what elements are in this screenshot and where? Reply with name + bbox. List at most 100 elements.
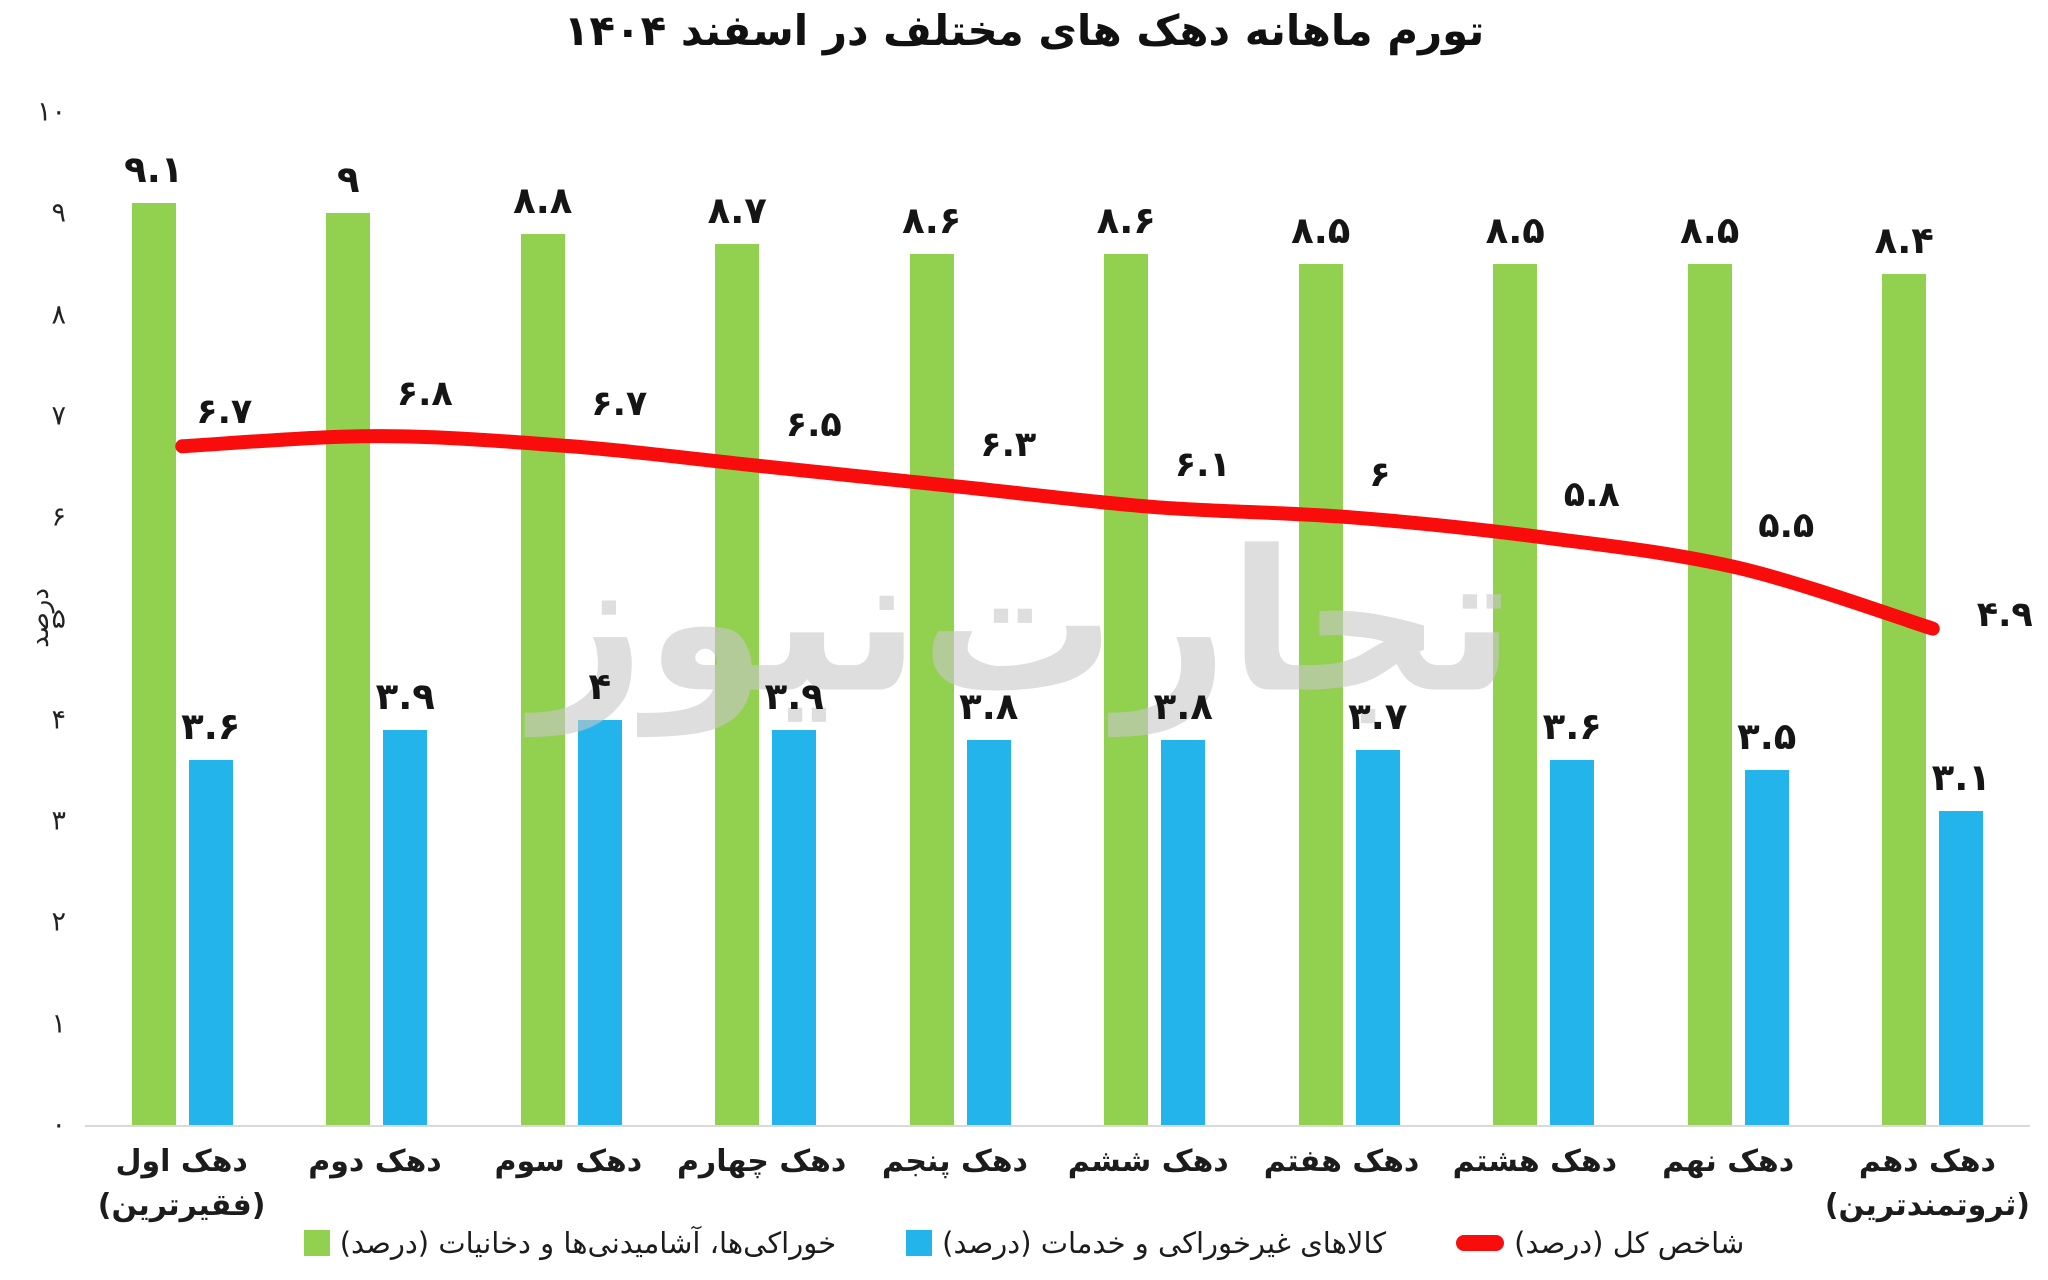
y-tick: ۴ bbox=[51, 704, 66, 736]
x-category-label: دهک دوم bbox=[278, 1142, 471, 1226]
food-bar: ۸.۷ bbox=[708, 189, 767, 1125]
legend-square-marker bbox=[303, 1230, 330, 1256]
bar-group: ۸.۵ ۳.۵ bbox=[1641, 112, 1836, 1125]
y-tick: ۱ bbox=[51, 1008, 66, 1040]
bar-value-label: ۸.۶ bbox=[1096, 198, 1156, 242]
food-bar: ۸.۴ bbox=[1875, 219, 1934, 1125]
food-bar: ۹ bbox=[326, 158, 371, 1125]
x-category-label: دهک هشتم bbox=[1438, 1142, 1631, 1226]
x-category-label: دهک پنجم bbox=[858, 1142, 1051, 1226]
x-category-label: دهک هفتم bbox=[1245, 1142, 1438, 1226]
y-tick: ۲ bbox=[51, 906, 66, 938]
total-index-line bbox=[175, 429, 1940, 636]
line-value-label: ۶.۷ bbox=[591, 384, 648, 425]
bar-value-label: ۳.۹ bbox=[764, 674, 824, 718]
x-category-label: دهک دهم (ثروتمندترین) bbox=[1825, 1142, 2030, 1226]
bar-value-label: ۳.۸ bbox=[959, 685, 1019, 729]
bar-value-label: ۳.۶ bbox=[1542, 705, 1602, 749]
bar-value-label: ۴ bbox=[588, 664, 612, 708]
bar-value-label: ۸.۵ bbox=[1291, 208, 1351, 252]
x-category-sub: (فقیرترین) bbox=[97, 1188, 266, 1223]
x-category-label: دهک اول (فقیرترین) bbox=[85, 1142, 278, 1226]
x-category-label: دهک چهارم bbox=[665, 1142, 858, 1226]
nonfood-bar: ۳.۶ bbox=[181, 705, 240, 1125]
x-category-sub: (ثروتمندترین) bbox=[1824, 1188, 2030, 1223]
x-category-label: دهک سوم bbox=[472, 1142, 665, 1226]
bar-group: ۸.۶ ۳.۸ bbox=[863, 112, 1058, 1125]
y-tick: ۳ bbox=[51, 805, 66, 837]
chart-title: تورم ماهانه دهک های مختلف در اسفند ۱۴۰۴ bbox=[563, 6, 1485, 55]
bar-value-label: ۳.۸ bbox=[1153, 685, 1213, 729]
x-category-main: دهک ششم bbox=[1067, 1144, 1229, 1179]
legend-label: کالاهای غیرخوراکی و خدمات (درصد) bbox=[942, 1226, 1387, 1260]
bar-value-label: ۳.۵ bbox=[1737, 715, 1797, 759]
line-value-label: ۵.۸ bbox=[1563, 475, 1620, 516]
legend-item: کالاهای غیرخوراکی و خدمات (درصد) bbox=[906, 1226, 1386, 1260]
bar-value-label: ۸.۵ bbox=[1680, 208, 1740, 252]
legend-label: شاخص کل (درصد) bbox=[1514, 1226, 1745, 1260]
food-bar: ۸.۵ bbox=[1291, 209, 1350, 1125]
x-category-main: دهک سوم bbox=[494, 1144, 643, 1179]
food-bar: ۹.۱ bbox=[124, 148, 183, 1125]
x-category-main: دهک هشتم bbox=[1452, 1144, 1618, 1179]
bar-value-label: ۸.۸ bbox=[513, 178, 573, 222]
bar-value-label: ۹.۱ bbox=[124, 148, 184, 192]
x-category-label: دهک ششم bbox=[1052, 1142, 1245, 1226]
line-value-label: ۶ bbox=[1369, 455, 1391, 496]
nonfood-bar: ۳.۸ bbox=[959, 685, 1018, 1125]
bar-group: ۸.۶ ۳.۸ bbox=[1058, 112, 1253, 1125]
nonfood-bar: ۳.۷ bbox=[1348, 695, 1407, 1125]
bar-group: ۹ ۳.۹ bbox=[280, 112, 475, 1125]
bar-value-label: ۹ bbox=[336, 158, 360, 202]
x-category-main: دهک دهم bbox=[1858, 1144, 1996, 1179]
y-tick: ۶ bbox=[51, 501, 66, 533]
y-tick: ۰ bbox=[51, 1109, 66, 1141]
bar-value-label: ۸.۶ bbox=[902, 198, 962, 242]
y-axis-title: درصد bbox=[24, 588, 55, 648]
y-tick: ۱۰ bbox=[36, 96, 66, 128]
bar-value-label: ۸.۴ bbox=[1874, 219, 1934, 263]
x-category-main: دهک هفتم bbox=[1263, 1144, 1420, 1179]
bar-group: ۹.۱ ۳.۶ bbox=[85, 112, 280, 1125]
bar-group: ۸.۵ ۳.۷ bbox=[1252, 112, 1447, 1125]
legend-label: خوراکی‌ها، آشامیدنی‌ها و دخانیات (درصد) bbox=[339, 1226, 837, 1260]
x-category-main: دهک چهارم bbox=[676, 1144, 847, 1179]
bar-group: ۸.۴ ۳.۱ bbox=[1836, 112, 2031, 1125]
line-value-label: ۶.۱ bbox=[1174, 445, 1231, 486]
nonfood-bar: ۳.۸ bbox=[1154, 685, 1213, 1125]
food-bar: ۸.۶ bbox=[1097, 199, 1156, 1125]
nonfood-bar: ۳.۶ bbox=[1543, 705, 1602, 1125]
line-value-label: ۴.۹ bbox=[1976, 594, 2033, 635]
food-bar: ۸.۸ bbox=[513, 179, 572, 1125]
y-tick: ۹ bbox=[51, 197, 66, 229]
line-value-label: ۶.۷ bbox=[196, 392, 253, 433]
nonfood-bar: ۳.۹ bbox=[765, 675, 824, 1125]
bar-value-label: ۳.۶ bbox=[181, 705, 241, 749]
watermark: تجارت‌نیوز bbox=[532, 508, 1516, 736]
legend: خوراکی‌ها، آشامیدنی‌ها و دخانیات (درصد) ک… bbox=[0, 1226, 2048, 1260]
x-category-main: دهک نهم bbox=[1662, 1144, 1795, 1179]
x-category-main: دهک اول bbox=[115, 1144, 248, 1179]
x-category-main: دهک دوم bbox=[308, 1144, 442, 1179]
total-index-path bbox=[175, 429, 1940, 636]
legend-square-marker bbox=[906, 1230, 933, 1256]
line-value-label: ۵.۵ bbox=[1758, 505, 1815, 546]
y-tick: ۷ bbox=[51, 400, 66, 432]
x-category-main: دهک پنجم bbox=[881, 1144, 1028, 1179]
y-tick: ۸ bbox=[51, 299, 66, 331]
x-axis-baseline bbox=[85, 1125, 2030, 1127]
bars-layer: ۹.۱ ۳.۶ ۹ ۳.۹ ۸.۸ ۴ ۸.۷ ۳.۹ ۸.۶ ۳.۸ ۸.۶ ۳.۸ ۸.۵ ۳.۷ ۸.… bbox=[85, 112, 2030, 1125]
bar-value-label: ۸.۵ bbox=[1485, 208, 1545, 252]
x-category-label: دهک نهم bbox=[1632, 1142, 1825, 1226]
nonfood-bar: ۳.۵ bbox=[1737, 715, 1796, 1125]
nonfood-bar: ۳.۱ bbox=[1932, 756, 1991, 1125]
bar-group: ۸.۸ ۴ bbox=[474, 112, 669, 1125]
legend-item: شاخص کل (درصد) bbox=[1456, 1226, 1744, 1260]
line-value-label: ۶.۵ bbox=[785, 404, 842, 445]
bar-value-label: ۳.۱ bbox=[1931, 755, 1991, 799]
line-value-label: ۶.۳ bbox=[980, 424, 1037, 465]
bar-group: ۸.۵ ۳.۶ bbox=[1447, 112, 1642, 1125]
x-axis-labels: دهک اول (فقیرترین) دهک دوم دهک سوم دهک چهارم… bbox=[85, 1142, 2030, 1226]
bar-value-label: ۳.۹ bbox=[375, 674, 435, 718]
